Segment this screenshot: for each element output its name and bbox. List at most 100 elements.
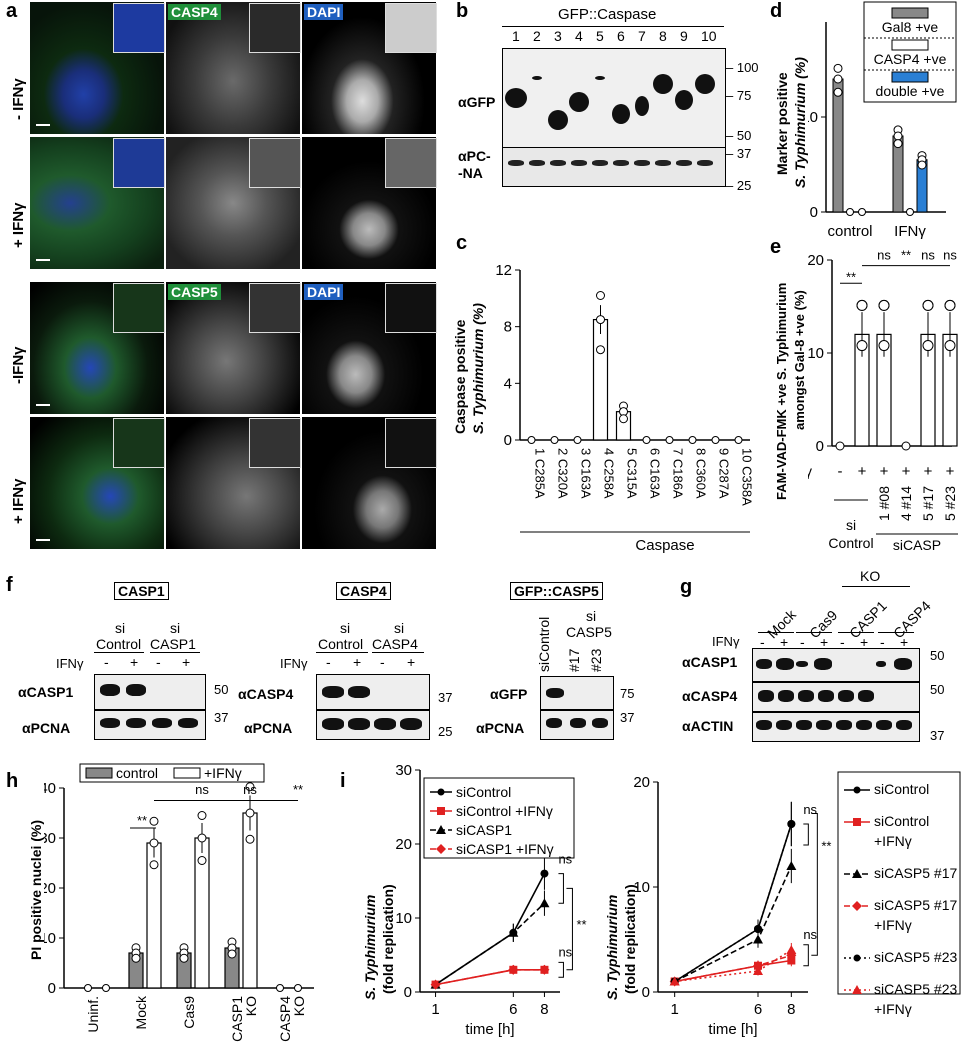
x-tick-label: 6 <box>509 1001 517 1018</box>
chart-i-left: 0 10 20 30 1 6 8 time [h] siControl siControl +IF… <box>396 762 587 1038</box>
f-casp4-mw2: 25 <box>438 724 453 739</box>
mw-marker: – 100 <box>726 60 759 75</box>
band <box>374 718 396 730</box>
data-point <box>688 436 697 444</box>
data-point <box>179 953 189 963</box>
data-point <box>893 131 903 141</box>
series-line <box>674 865 793 983</box>
band-pcna <box>592 160 608 166</box>
f-casp1-kd: CASP1 <box>150 636 196 652</box>
f-casp1-si1: si <box>115 620 126 636</box>
g-mw3: 37 <box>930 728 945 743</box>
channel-label-dapi-bottom: DAPI <box>304 284 344 300</box>
legend-label: siCASP1 <box>456 822 512 838</box>
f-casp5-row1: αGFP <box>490 686 528 702</box>
marker <box>787 820 796 828</box>
g-row1: αCASP1 <box>682 654 738 670</box>
ifn-sign: - <box>760 634 765 650</box>
data-point <box>276 984 284 992</box>
sig-label: ns <box>877 248 891 263</box>
band <box>348 718 370 730</box>
f-casp4-si2: si <box>394 620 405 636</box>
y-tick-label: 30 <box>396 762 412 779</box>
marker <box>786 861 797 870</box>
sig-bracket <box>558 961 564 978</box>
d-ylabel-2: S. Typhimurium (%) <box>792 57 808 188</box>
marker <box>753 966 763 975</box>
panel-letter-e: e <box>770 236 782 258</box>
data-point <box>944 299 956 311</box>
x-tick-label: 1 <box>670 1001 678 1018</box>
mw-marker: – 50 <box>726 128 752 143</box>
y-tick-label: 20 <box>396 836 412 853</box>
f-casp4-kd: CASP4 <box>372 636 418 652</box>
legend-marker <box>852 869 862 878</box>
e-ylabel-1: FAM-VAD-FMK +ve S. Typhimurium <box>774 282 789 500</box>
band-pcna <box>571 160 587 166</box>
f-casp1-ctl: Control <box>96 636 142 652</box>
panel-letter-b: b <box>456 0 469 22</box>
y-tick-label: 0 <box>642 984 650 1001</box>
f-casp4-si1: si <box>340 620 351 636</box>
series-line <box>435 902 545 986</box>
sig-bracket <box>811 813 818 956</box>
channel-label-casp4: CASP4 <box>168 4 221 20</box>
channel-label-casp5: CASP5 <box>168 284 221 300</box>
group-line <box>150 652 200 653</box>
y-tick-label: 8 <box>504 319 512 336</box>
x-tick-label: KO <box>243 996 259 1016</box>
y-tick-label: 0 <box>816 438 824 455</box>
band-pcna <box>676 160 692 166</box>
data-point <box>922 340 934 352</box>
legend-label: control <box>116 765 158 781</box>
g-row3: αACTIN <box>682 718 734 734</box>
ifn-sign: + <box>820 634 829 650</box>
panel-letter-h: h <box>6 770 19 792</box>
y-tick-label: 0 <box>810 204 818 221</box>
legend-swatch <box>891 39 929 51</box>
marker <box>430 979 441 990</box>
f-casp5-si: si <box>586 608 597 624</box>
x-tick-label: 6 <box>754 1001 762 1018</box>
bar <box>832 78 844 213</box>
marker <box>539 898 550 908</box>
inset-r2-merge <box>113 138 165 188</box>
lane-number: 1 <box>512 28 520 44</box>
marker <box>508 964 519 975</box>
band <box>546 688 564 698</box>
ifn-sign: - <box>838 463 843 480</box>
marker <box>539 964 550 975</box>
lane-number: 9 <box>680 28 688 44</box>
ifn-sign: + <box>900 634 909 650</box>
row-label-agfp: αGFP <box>458 94 496 110</box>
scale-bar-r2 <box>36 259 50 261</box>
band <box>796 661 808 667</box>
lane-label: 1 #08 <box>876 486 892 521</box>
legend-label: siCASP1 +IFNγ <box>456 841 554 857</box>
x-tick-label: 8 <box>787 1001 795 1018</box>
e-ylabel-2: amongst Gal-8 +ve (%) <box>792 290 807 430</box>
g-ko-line <box>842 586 910 587</box>
sig-label: ns <box>243 782 257 797</box>
data-point <box>596 291 605 300</box>
data-point <box>833 63 843 73</box>
marker <box>753 934 763 944</box>
band <box>756 720 772 730</box>
group-line <box>316 652 368 653</box>
legend-label: double +ve <box>876 83 945 99</box>
data-point <box>711 436 720 444</box>
ifn-sign: - <box>880 634 885 650</box>
data-point <box>917 160 927 170</box>
data-point <box>856 340 868 352</box>
inset-r3-merge <box>113 283 165 333</box>
marker <box>754 925 762 933</box>
band <box>592 718 608 728</box>
band <box>896 720 912 730</box>
ifn-sign: - <box>840 634 845 650</box>
panel-letter-c: c <box>456 232 468 254</box>
blot-title-underline <box>502 26 724 27</box>
band <box>546 718 562 728</box>
legend-marker <box>436 825 446 834</box>
data-point <box>596 315 605 325</box>
data-point <box>245 808 255 818</box>
